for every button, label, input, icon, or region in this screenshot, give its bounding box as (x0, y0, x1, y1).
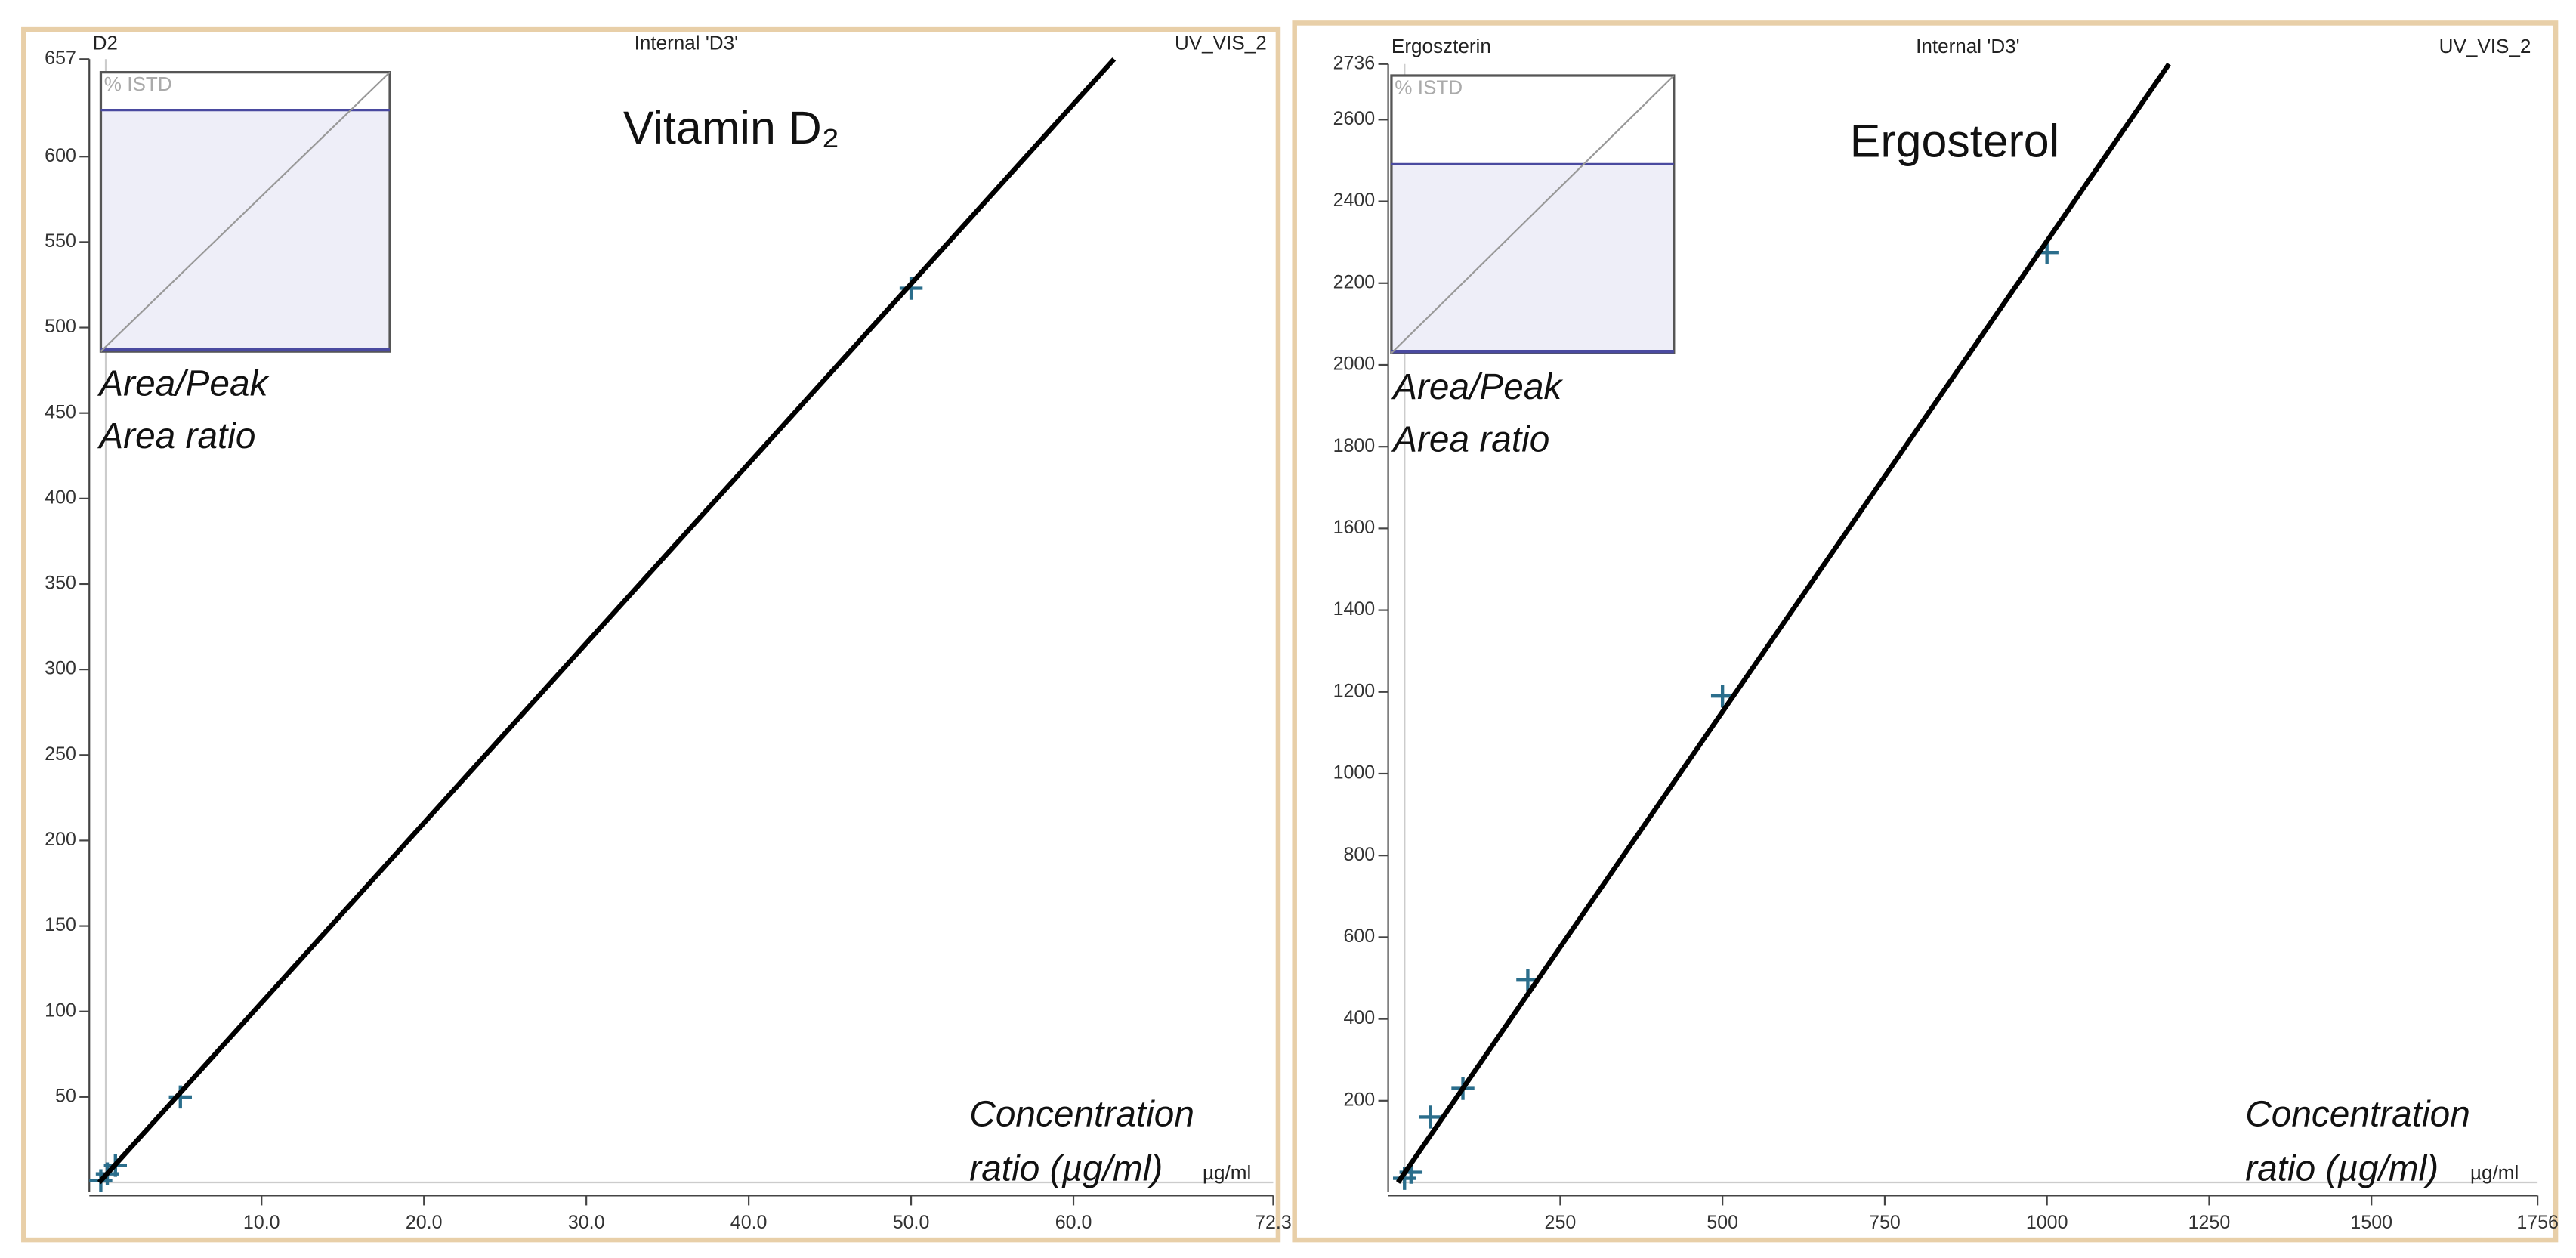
inset-upper (100, 72, 391, 110)
y-tick-label: 1000 (1333, 762, 1376, 784)
x-tick-label: 40.0 (730, 1212, 768, 1233)
x-tick-label: 60.0 (1055, 1212, 1092, 1233)
inset-diagonal (100, 71, 391, 352)
x-tick-label: 10.0 (243, 1212, 280, 1233)
chart-title: Ergosterol (1850, 115, 2059, 166)
x-unit: µg/ml (2470, 1161, 2519, 1184)
y-tick-label: 1200 (1333, 680, 1376, 701)
y-tick-label: 550 (45, 230, 76, 252)
fit-line (1395, 62, 2171, 1184)
data-point (1710, 684, 1734, 708)
x-tick-label: 20.0 (406, 1212, 443, 1233)
inset-lower (100, 110, 391, 352)
inset-diagonal (1391, 75, 1675, 354)
y-tick-label: 300 (45, 658, 76, 679)
x-tick-label: 50.0 (893, 1212, 930, 1233)
x-tick-label: 500 (1707, 1212, 1738, 1233)
x-tick-label: 1500 (2350, 1212, 2392, 1233)
y-tick-label: 2736 (1333, 52, 1376, 73)
y-tick-label: 150 (45, 914, 76, 935)
y-tick-label: 500 (45, 316, 76, 337)
y-axis-label: Area/Peak (97, 363, 269, 403)
y-tick-label: 400 (45, 487, 76, 508)
x-tick-label: 1250 (2188, 1212, 2231, 1233)
x-tick-label: 1000 (2026, 1212, 2068, 1233)
x-axis-label: Concentration (2245, 1095, 2470, 1135)
x-unit: µg/ml (1203, 1161, 1251, 1184)
y-tick-label: 50 (55, 1085, 76, 1106)
data-point (1419, 1105, 1442, 1129)
x-axis-label: ratio (µg/ml) (2245, 1148, 2439, 1188)
y-tick-label: 2200 (1333, 271, 1376, 292)
y-axis-label: Area ratio (97, 416, 255, 456)
fit-line (97, 57, 1117, 1185)
y-axis-label: Area ratio (1391, 419, 1549, 459)
inset-upper (1391, 75, 1674, 165)
y-tick-label: 2000 (1333, 354, 1376, 375)
header-right: UV_VIS_2 (1175, 32, 1267, 54)
inset-lower (1391, 164, 1674, 354)
y-tick-label: 200 (45, 829, 76, 850)
x-tick-label: 250 (1545, 1212, 1577, 1233)
y-tick-label: 800 (1344, 844, 1376, 865)
y-tick-label: 2600 (1333, 108, 1376, 129)
y-tick-label: 657 (45, 48, 76, 69)
y-tick-label: 200 (1344, 1089, 1376, 1110)
y-axis-label: Area/Peak (1391, 367, 1563, 407)
x-axis-label: Concentration (969, 1095, 1194, 1135)
y-tick-label: 1600 (1333, 517, 1376, 538)
y-tick-label: 1400 (1333, 598, 1376, 620)
inset-label: % ISTD (104, 73, 172, 95)
x-tick-label: 1756 (2516, 1212, 2559, 1233)
header-left: D2 (93, 32, 118, 54)
x-tick-label: 750 (1869, 1212, 1901, 1233)
y-tick-label: 450 (45, 401, 76, 422)
header-right: UV_VIS_2 (2439, 35, 2531, 57)
inset-label: % ISTD (1395, 76, 1463, 98)
y-tick-label: 1800 (1333, 435, 1376, 456)
header-center: Internal 'D3' (635, 32, 739, 54)
y-tick-label: 600 (1344, 926, 1376, 947)
y-tick-label: 2400 (1333, 190, 1376, 211)
y-tick-label: 250 (45, 743, 76, 765)
x-tick-label: 30.0 (568, 1212, 605, 1233)
chart-title: Vitamin D₂ (623, 102, 839, 153)
y-tick-label: 600 (45, 145, 76, 166)
x-axis-label: ratio (µg/ml) (969, 1148, 1163, 1188)
y-tick-label: 100 (45, 1000, 76, 1021)
y-tick-label: 400 (1344, 1007, 1376, 1028)
y-tick-label: 350 (45, 573, 76, 594)
x-tick-label: 72.3 (1255, 1212, 1292, 1233)
header-left: Ergoszterin (1391, 35, 1491, 57)
header-center: Internal 'D3' (1916, 35, 2020, 57)
